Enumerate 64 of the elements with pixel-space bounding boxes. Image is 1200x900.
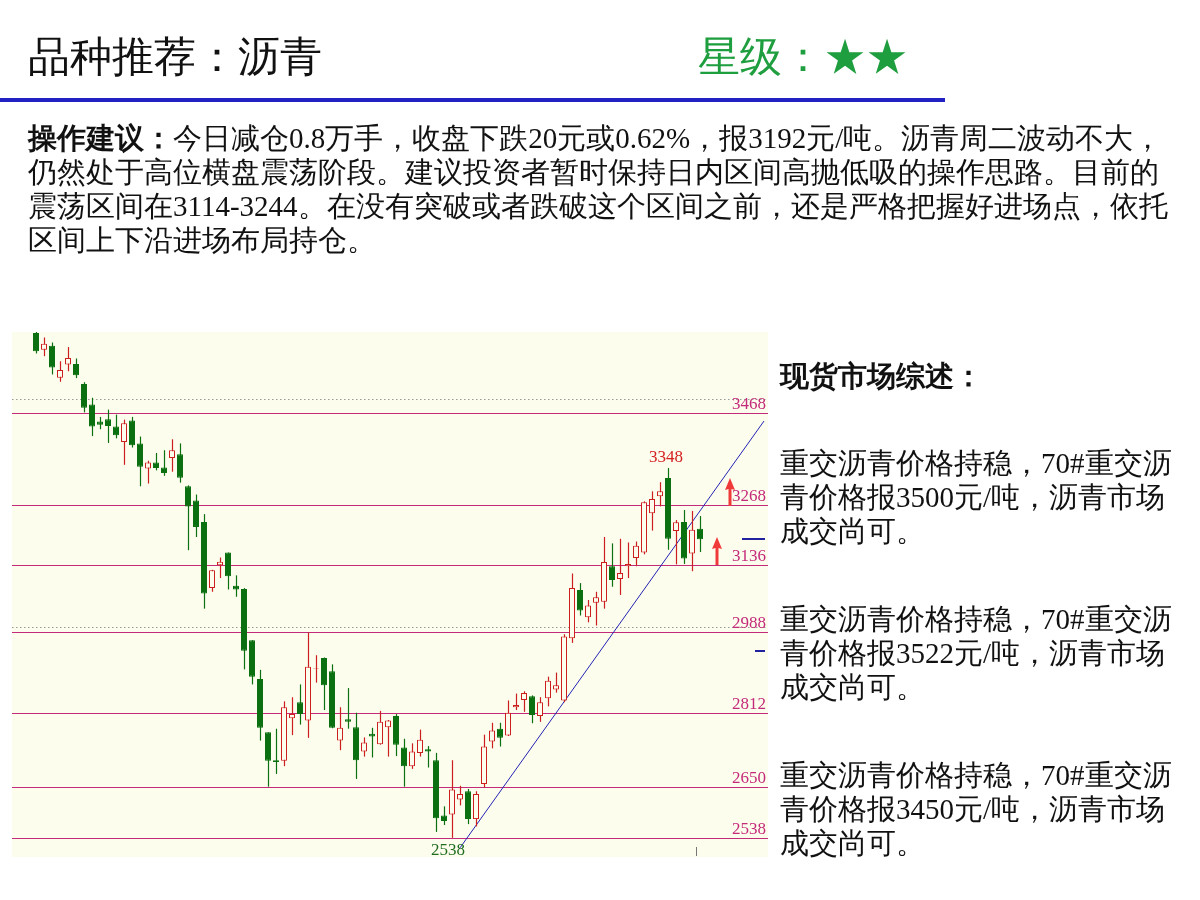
text: 重交沥青价格持稳，70#重交沥青价格报3500元/吨，沥青市场成交尚可。 bbox=[780, 446, 1173, 548]
candlestick bbox=[577, 582, 583, 617]
candlestick bbox=[505, 699, 511, 737]
candlestick bbox=[225, 551, 231, 591]
candlestick bbox=[673, 519, 679, 565]
candlestick bbox=[473, 790, 479, 828]
candlestick bbox=[417, 729, 423, 758]
candlestick bbox=[345, 687, 351, 730]
candlestick bbox=[337, 706, 343, 751]
ref-line-label: 3468 bbox=[732, 393, 766, 413]
candlestick bbox=[633, 540, 639, 567]
candlestick bbox=[521, 690, 527, 713]
candlestick bbox=[289, 696, 295, 736]
chart-title: 品种推荐：沥青 bbox=[28, 33, 322, 81]
annotation: 3348 bbox=[649, 447, 683, 467]
text: 操作建议： bbox=[28, 122, 173, 154]
candlestick bbox=[609, 542, 615, 588]
candlestick bbox=[81, 381, 87, 413]
candlestick bbox=[593, 591, 599, 627]
ref-line-label: 2988 bbox=[732, 612, 766, 632]
candlestick bbox=[145, 460, 151, 485]
candlestick bbox=[617, 538, 623, 596]
candlestick bbox=[169, 438, 175, 473]
candlestick bbox=[545, 676, 551, 707]
chart-subtitle: 星级：★★ bbox=[698, 33, 908, 81]
candlestick bbox=[497, 722, 503, 748]
candlestick bbox=[41, 336, 47, 357]
candlestick bbox=[409, 742, 415, 770]
candlestick bbox=[33, 332, 39, 355]
candlestick bbox=[401, 738, 407, 788]
candlestick bbox=[537, 696, 543, 723]
ref-line-label: 3268 bbox=[732, 485, 766, 505]
candlestick bbox=[585, 599, 591, 623]
candlestick bbox=[449, 759, 455, 839]
candlestick bbox=[689, 510, 695, 572]
candlestick bbox=[49, 341, 55, 376]
candlestick bbox=[697, 515, 703, 553]
ref-line-label: 3136 bbox=[732, 545, 766, 565]
annotation: 2538 bbox=[431, 839, 465, 859]
ref-line-label: 2538 bbox=[732, 818, 766, 838]
candlestick bbox=[121, 419, 127, 466]
text: 重交沥青价格持稳，70#重交沥青价格报3450元/吨，沥青市场成交尚可。 bbox=[780, 758, 1173, 860]
candlestick bbox=[185, 484, 191, 551]
candlestick bbox=[129, 416, 135, 449]
text: 现货市场综述： bbox=[780, 359, 984, 393]
candlestick bbox=[177, 442, 183, 484]
candlestick bbox=[657, 481, 663, 507]
candlestick bbox=[489, 722, 495, 749]
candlestick bbox=[89, 397, 95, 437]
candlestick bbox=[105, 409, 111, 444]
candlestick bbox=[361, 736, 367, 758]
candlestick bbox=[529, 694, 535, 724]
candlestick bbox=[137, 435, 143, 487]
candlestick bbox=[553, 671, 559, 694]
text: 重交沥青价格持稳，70#重交沥青价格报3522元/吨，沥青市场成交尚可。 bbox=[780, 602, 1173, 704]
candlestick bbox=[425, 745, 431, 769]
candlestick bbox=[57, 360, 63, 383]
ref-line-label: 2812 bbox=[732, 693, 766, 713]
candlestick bbox=[649, 490, 655, 532]
candlestick bbox=[377, 710, 383, 746]
candlestick bbox=[441, 805, 447, 826]
candlestick bbox=[73, 357, 79, 379]
ref-line-label: 2650 bbox=[732, 767, 766, 787]
candlestick bbox=[297, 683, 303, 726]
